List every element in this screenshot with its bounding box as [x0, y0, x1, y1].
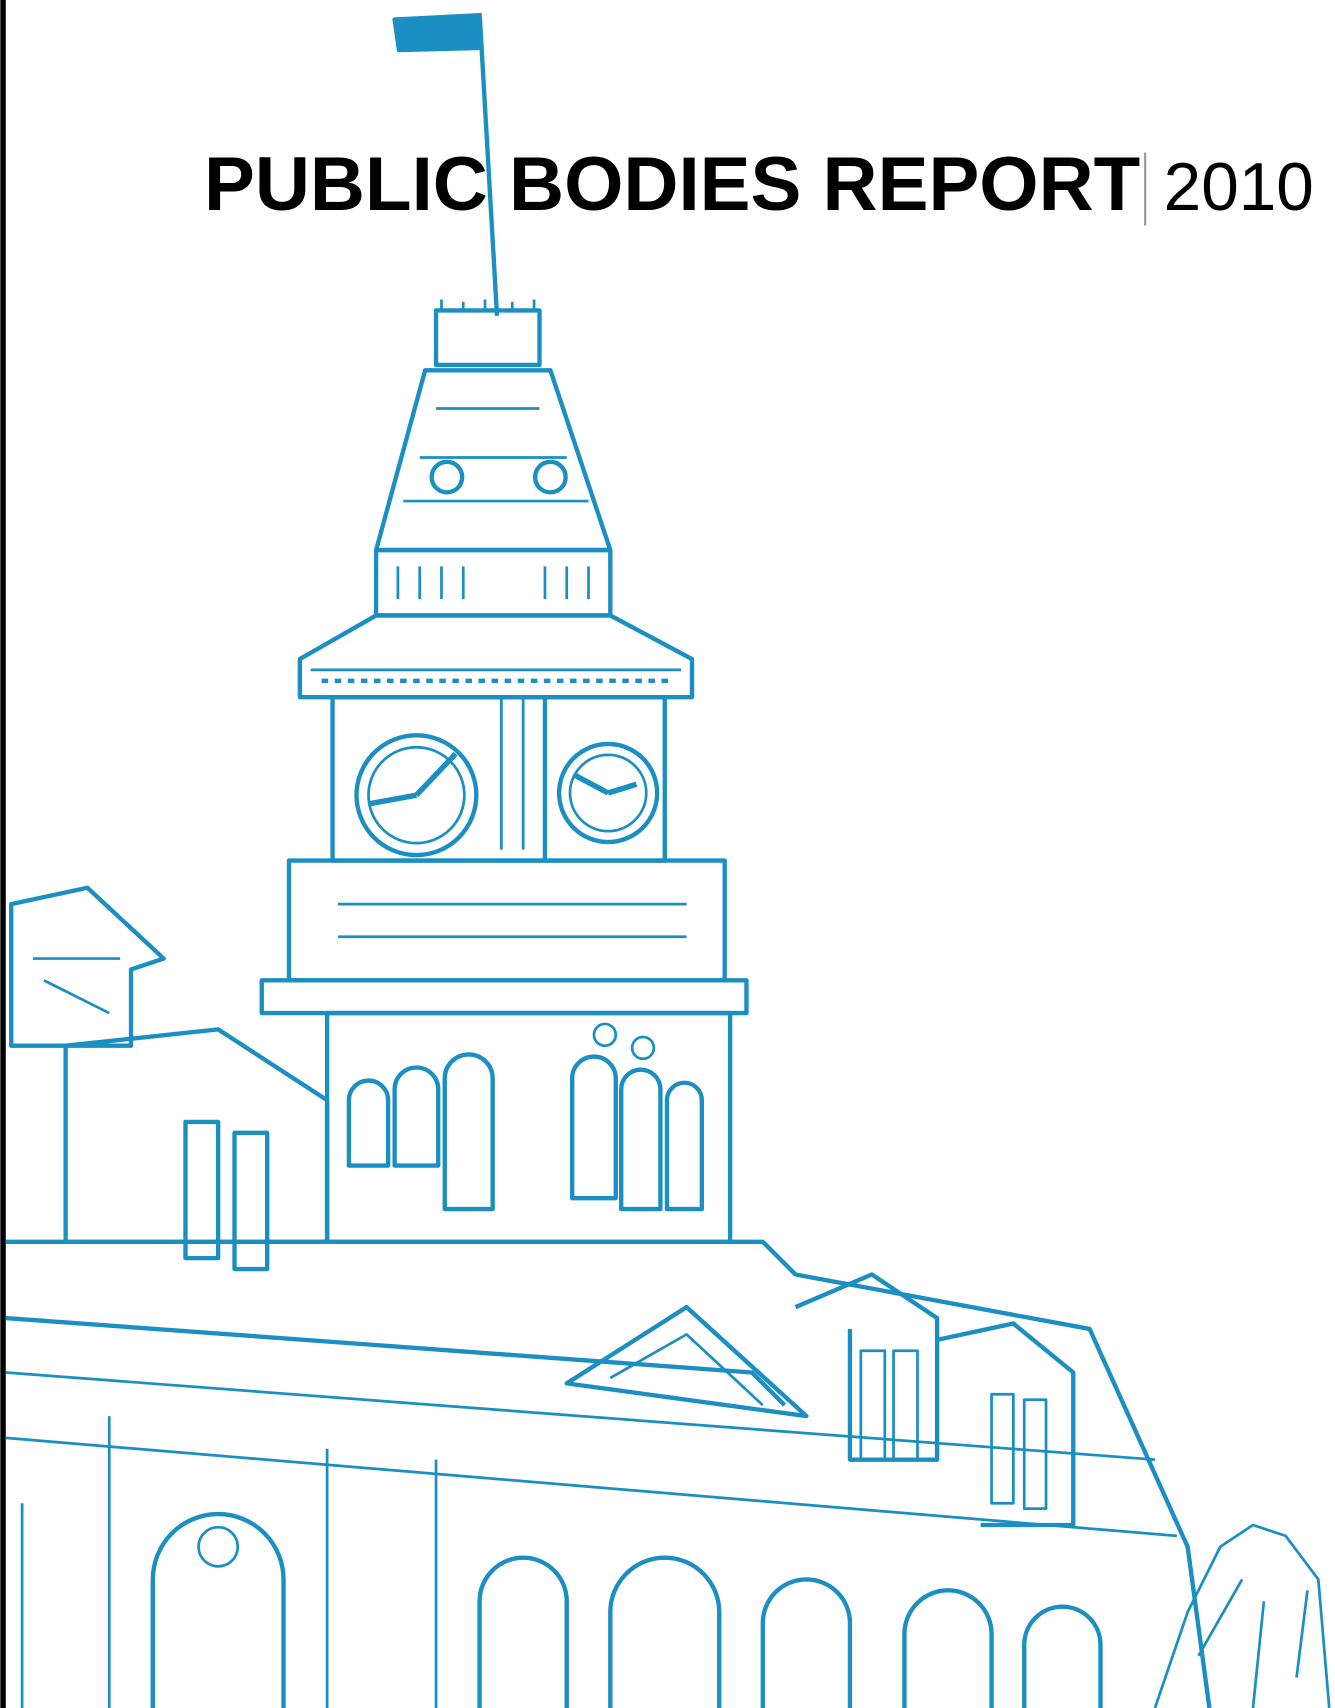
page: PUBLIC BODIES REPORT 2010 (() => { const…	[0, 0, 1335, 1708]
report-title: PUBLIC BODIES REPORT	[204, 142, 1140, 227]
town-hall-illustration	[6, 13, 1329, 1708]
cover: PUBLIC BODIES REPORT 2010	[0, 0, 1335, 1708]
left-border	[0, 0, 5, 1708]
report-year: 2010	[1164, 150, 1314, 225]
